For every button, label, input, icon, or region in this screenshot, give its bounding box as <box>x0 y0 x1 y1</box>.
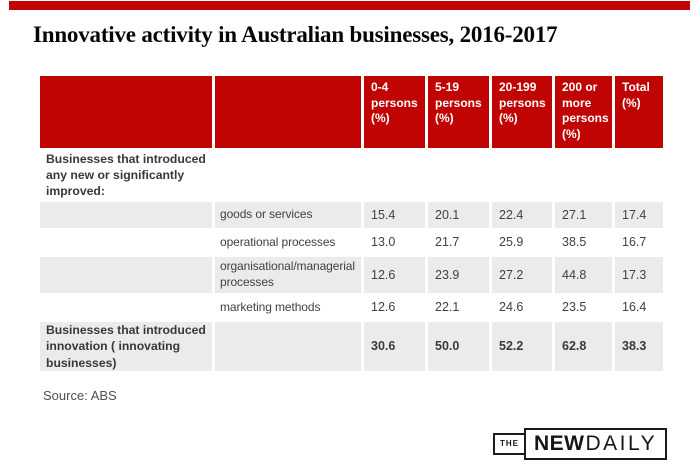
value-cell <box>615 150 663 200</box>
col-header-total: Total (%) <box>615 76 663 148</box>
header-spacer-cell <box>40 76 212 148</box>
value-cell: 20.1 <box>428 202 489 228</box>
value-cell: 17.3 <box>615 257 663 293</box>
value-cell: 50.0 <box>428 322 489 371</box>
value-cell: 24.6 <box>499 300 524 315</box>
top-accent-bar <box>9 1 690 10</box>
row-label-cell: Businesses that introduced any new or si… <box>46 151 206 199</box>
logo-the-box: THE <box>493 433 526 455</box>
value-cell: 12.6 <box>371 300 396 315</box>
value-cell: 38.3 <box>615 322 663 371</box>
value-cell: 16.7 <box>622 235 647 250</box>
row-category-cell <box>215 150 361 200</box>
logo-main-box: NEW DAILY <box>524 428 668 460</box>
row-category-cell <box>215 322 361 371</box>
row-category-cell: organisational/managerial processes <box>215 257 361 293</box>
value-cell: 23.5 <box>562 300 587 315</box>
value-cell: 62.8 <box>555 322 612 371</box>
value-cell: 21.7 <box>435 235 460 250</box>
data-table: 0-4 persons (%) 5-19 persons (%) 20-199 … <box>40 76 663 371</box>
value-cell: 23.9 <box>428 257 489 293</box>
source-note: Source: ABS <box>43 388 117 403</box>
value-cell: 52.2 <box>492 322 552 371</box>
row-label-cell <box>40 257 212 293</box>
value-cell: 15.4 <box>364 202 425 228</box>
logo-daily-text: DAILY <box>585 432 658 455</box>
value-cell: 16.4 <box>622 300 647 315</box>
value-cell: 38.5 <box>562 235 587 250</box>
value-cell: 27.2 <box>492 257 552 293</box>
col-header-200-or-more-persons: 200 or more persons (%) <box>555 76 612 148</box>
value-cell: 22.1 <box>435 300 460 315</box>
col-header-0-4-persons: 0-4 persons (%) <box>364 76 425 148</box>
row-label-cell <box>40 230 212 255</box>
value-cell: 22.4 <box>492 202 552 228</box>
value-cell: 25.9 <box>499 235 524 250</box>
row-category-cell: goods or services <box>215 202 361 228</box>
header-spacer-cell <box>215 76 361 148</box>
col-header-20-199-persons: 20-199 persons (%) <box>492 76 552 148</box>
row-label-cell <box>40 202 212 228</box>
value-cell <box>555 150 612 200</box>
value-cell <box>428 150 489 200</box>
chart-title: Innovative activity in Australian busine… <box>33 22 558 47</box>
value-cell: 17.4 <box>615 202 663 228</box>
row-label-cell: Businesses that introduced innovation ( … <box>40 322 212 371</box>
logo-new-text: NEW <box>534 432 585 455</box>
row-category-cell: marketing methods <box>220 299 321 314</box>
value-cell: 13.0 <box>371 235 396 250</box>
value-cell: 12.6 <box>364 257 425 293</box>
col-header-5-19-persons: 5-19 persons (%) <box>428 76 489 148</box>
row-category-cell: operational processes <box>220 234 336 249</box>
value-cell <box>492 150 552 200</box>
value-cell: 30.6 <box>364 322 425 371</box>
value-cell <box>364 150 425 200</box>
row-label-cell <box>40 295 212 320</box>
newdaily-logo: THE NEW DAILY <box>493 428 668 460</box>
value-cell: 44.8 <box>555 257 612 293</box>
value-cell: 27.1 <box>555 202 612 228</box>
